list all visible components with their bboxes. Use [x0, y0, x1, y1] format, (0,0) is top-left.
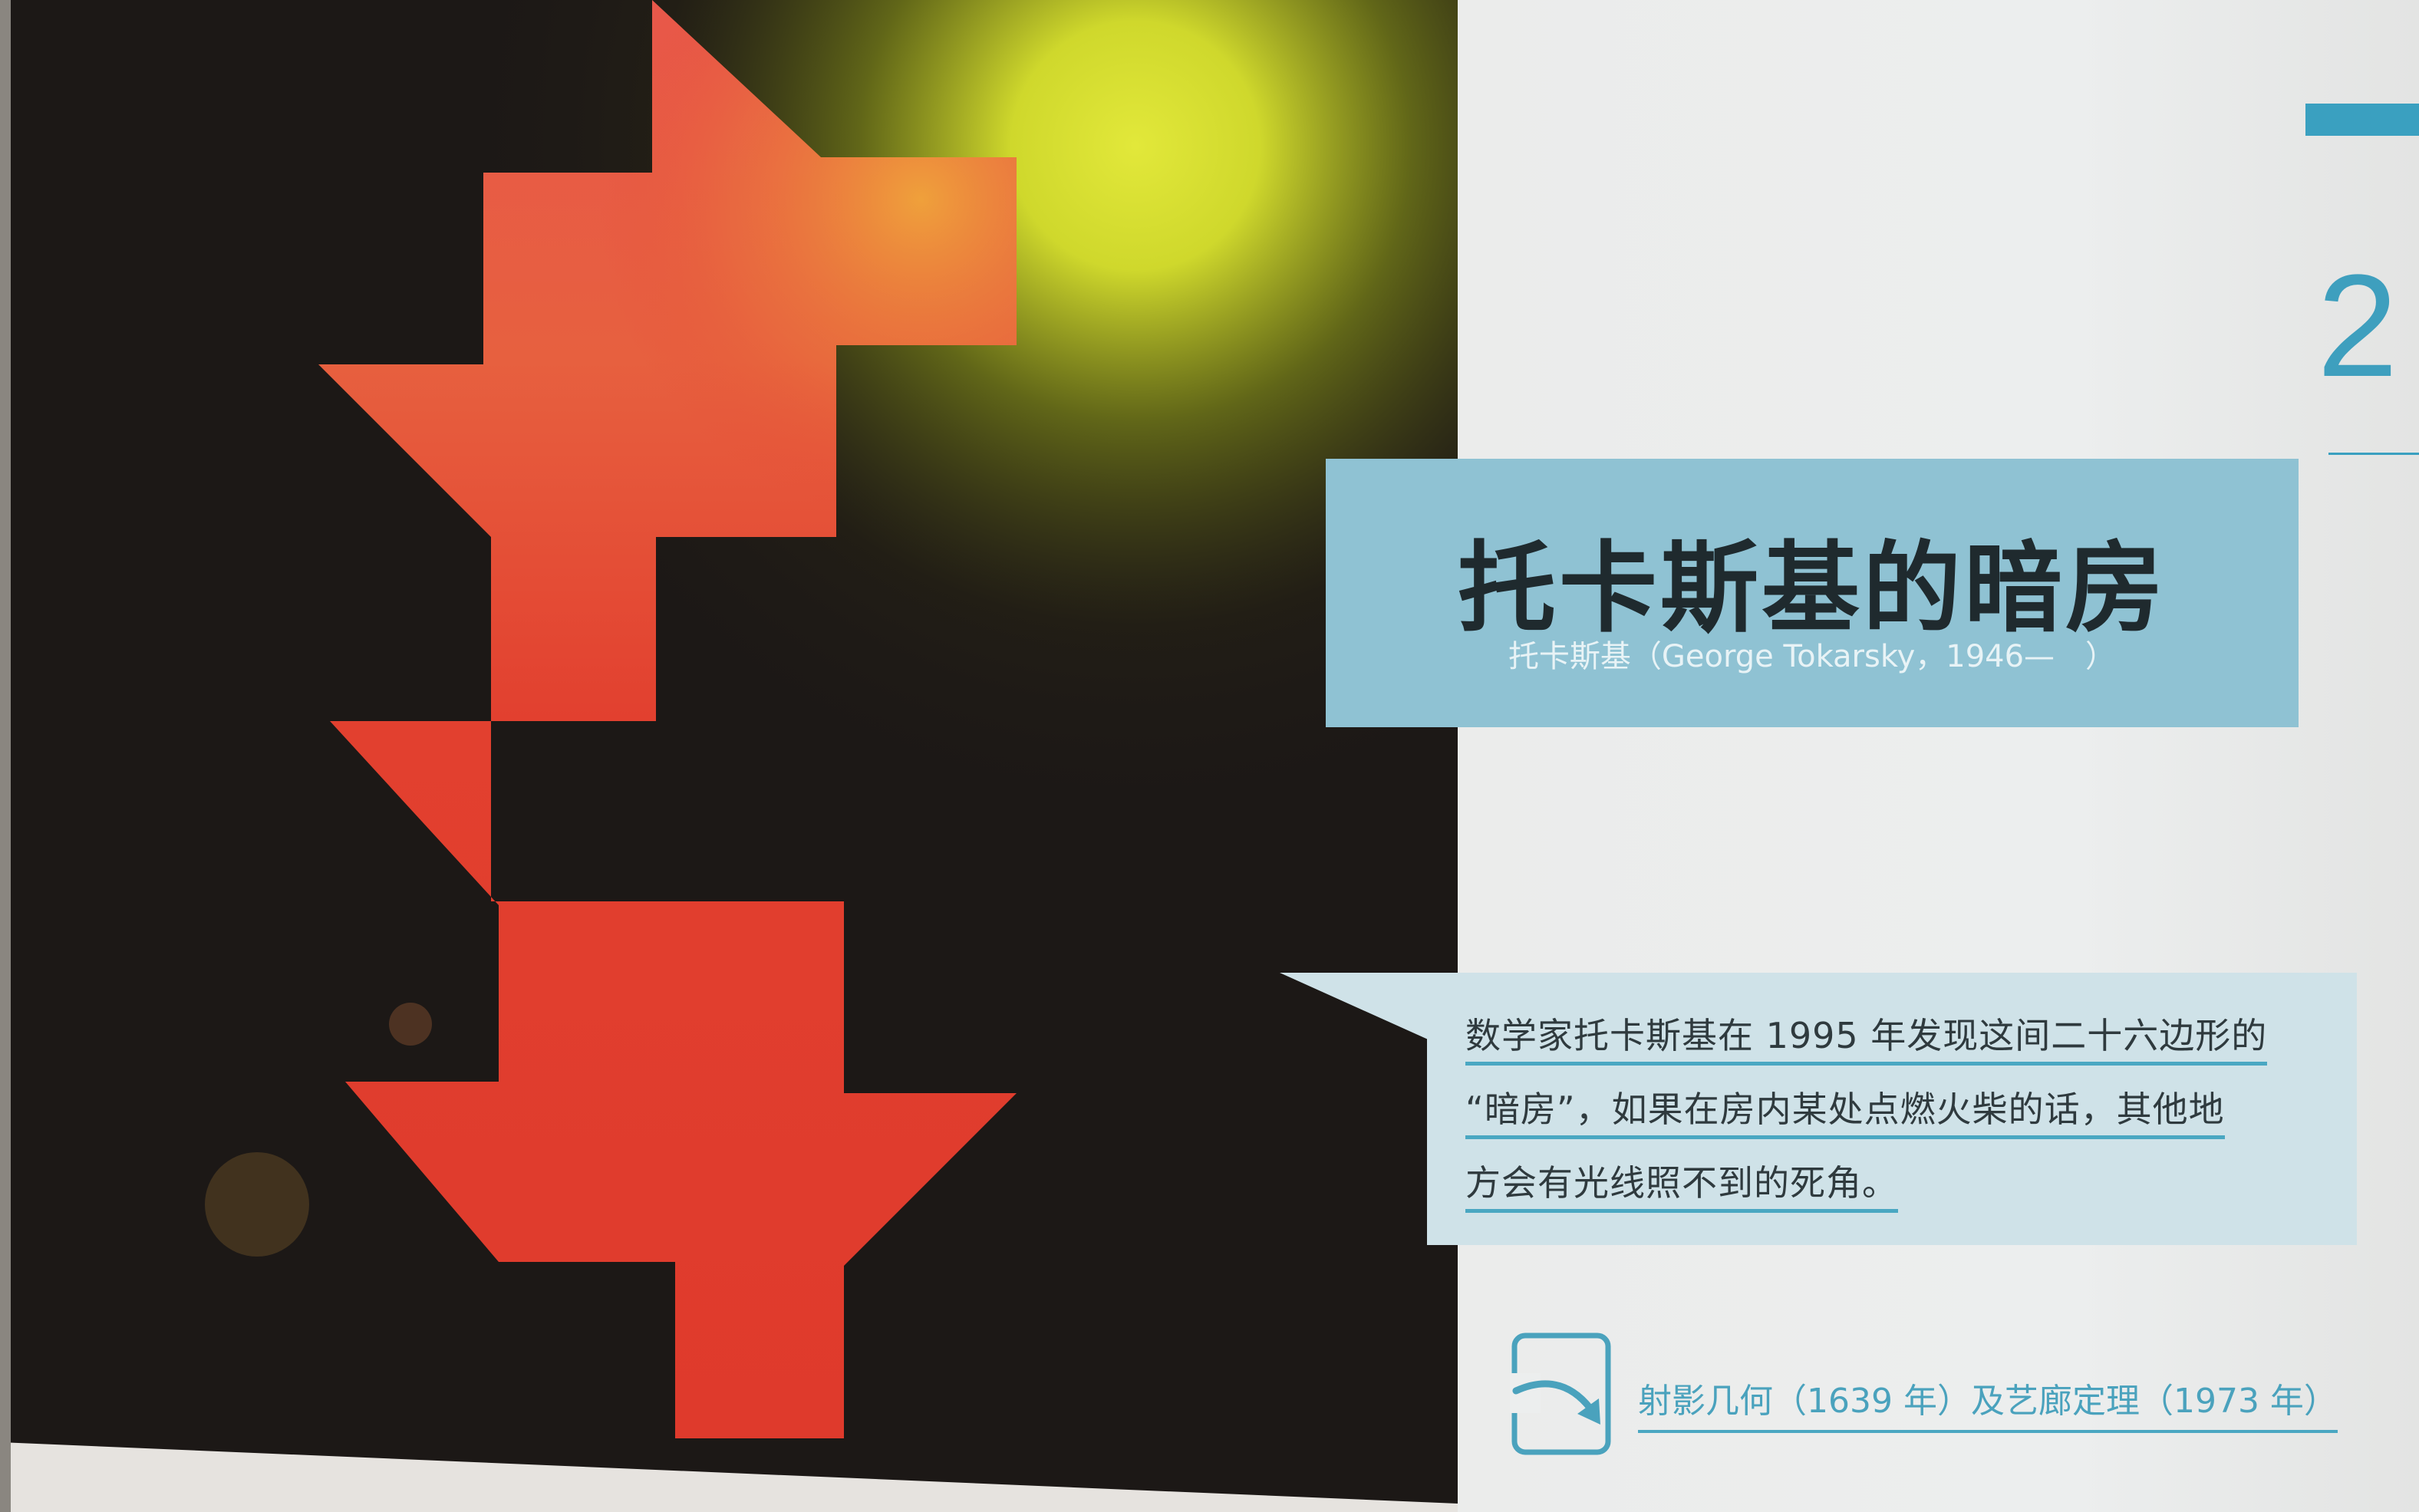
dark-room-illustration	[0, 0, 1458, 1512]
reference-link[interactable]: 射影几何（1639 年）及艺廊定理（1973 年）	[1638, 1373, 2338, 1433]
callout-line-1: 数学家托卡斯基在 1995 年发现这间二十六边形的	[1465, 1003, 2268, 1068]
callout-line-2: “暗房”，如果在房内某处点燃火柴的话，其他地	[1465, 1077, 2225, 1141]
page-margin	[0, 1442, 1458, 1512]
page-edge	[0, 0, 11, 1512]
curved-arrow-icon	[1510, 1332, 1611, 1455]
illustration-panel	[0, 0, 1458, 1512]
chapter-bar	[2305, 104, 2419, 136]
page-subtitle: 托卡斯基（George Tokarsky，1946— ）	[1508, 639, 2117, 674]
title-box: 托卡斯基的暗房 托卡斯基（George Tokarsky，1946— ）	[1326, 459, 2299, 727]
dust-spot	[389, 1003, 432, 1046]
room-highlight	[318, 0, 1017, 721]
chapter-number: 2	[2317, 245, 2398, 407]
callout-pointer	[1280, 973, 1433, 1042]
dust-spot	[205, 1152, 309, 1257]
page-title: 托卡斯基的暗房	[1457, 532, 2167, 646]
callout-box: 数学家托卡斯基在 1995 年发现这间二十六边形的 “暗房”，如果在房内某处点燃…	[1427, 973, 2357, 1245]
chapter-rule	[2328, 453, 2419, 455]
callout-line-3: 方会有光线照不到的死角。	[1465, 1151, 1898, 1215]
